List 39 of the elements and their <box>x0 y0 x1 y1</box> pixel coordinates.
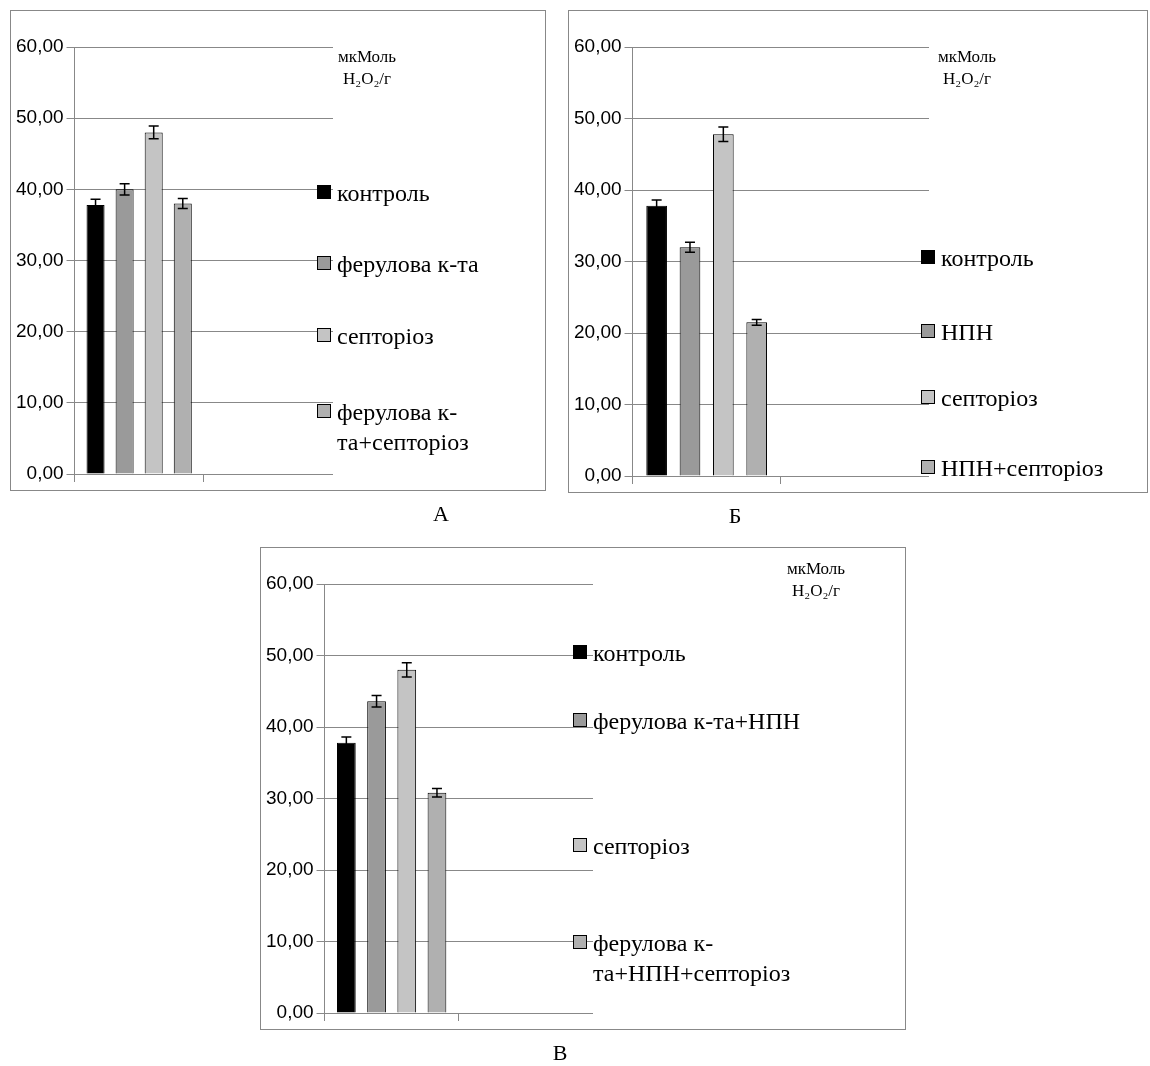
legend-label: ферулова к-та+НПН+септоріоз <box>593 929 792 988</box>
legend-label: септоріоз <box>593 832 690 861</box>
y-tick-label: 60,00 <box>266 572 314 594</box>
x-axis-title: В <box>552 1040 568 1066</box>
y-tick-label: 60,00 <box>16 35 64 57</box>
y-tick-label: 60,00 <box>574 35 622 57</box>
y-tick-label: 50,00 <box>574 106 622 128</box>
y-tick-label: 0,00 <box>26 462 64 484</box>
y-tick-label: 40,00 <box>266 715 314 737</box>
legend-label: ферулова к-та <box>337 250 479 279</box>
y-axis-title: мкМоль H₂O₂/г <box>786 558 846 602</box>
y-tick-label: 20,00 <box>16 319 64 341</box>
legend-label: септоріоз <box>941 384 1038 413</box>
y-tick-label: 40,00 <box>16 177 64 199</box>
y-tick-label: 10,00 <box>16 391 64 413</box>
x-axis-title: Б <box>728 503 742 529</box>
x-axis-title: А <box>433 501 449 527</box>
y-tick-label: 0,00 <box>276 1001 314 1023</box>
legend-label: контроль <box>337 179 430 208</box>
y-tick-label: 10,00 <box>266 929 314 951</box>
legend-label: септоріоз <box>337 322 434 351</box>
legend-label: контроль <box>593 639 686 668</box>
y-tick-label: 0,00 <box>584 464 622 486</box>
y-tick-label: 10,00 <box>574 392 622 414</box>
y-tick-label: 20,00 <box>266 858 314 880</box>
legend-label: НПН <box>941 318 993 347</box>
y-tick-label: 50,00 <box>16 106 64 128</box>
y-tick-label: 40,00 <box>574 178 622 200</box>
y-tick-label: 30,00 <box>574 249 622 271</box>
legend-label: ферулова к-та+септоріоз <box>337 398 470 457</box>
legend-label: ферулова к-та+НПН <box>593 707 801 736</box>
y-axis-title: мкМоль H₂O₂/г <box>937 46 997 90</box>
y-tick-label: 30,00 <box>266 786 314 808</box>
y-tick-label: 20,00 <box>574 321 622 343</box>
y-tick-label: 30,00 <box>16 248 64 270</box>
legend-label: НПН+септоріоз <box>941 454 1104 483</box>
y-tick-label: 50,00 <box>266 643 314 665</box>
y-axis-title: мкМоль H₂O₂/г <box>337 46 397 90</box>
legend-label: контроль <box>941 244 1034 273</box>
